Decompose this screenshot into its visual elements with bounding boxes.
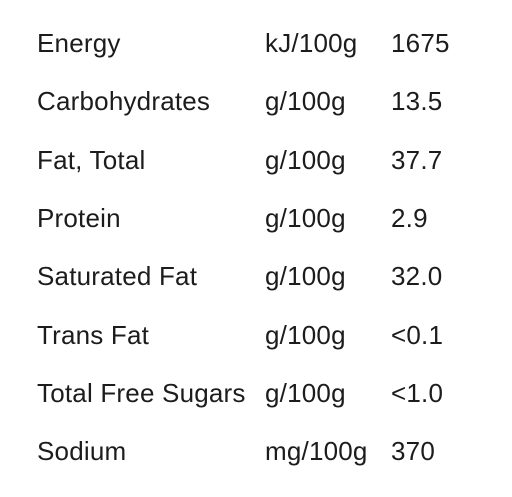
nutrient-name: Sodium: [37, 436, 127, 467]
nutrient-name: Energy: [37, 28, 121, 58]
unit: g/100g: [265, 86, 346, 117]
nutrient-name: Saturated Fat: [37, 261, 198, 292]
amount: 13.5: [391, 86, 443, 117]
unit: g/100g: [265, 377, 346, 408]
amount: 1675: [391, 28, 450, 58]
unit: g/100g: [265, 202, 346, 233]
unit: g/100g: [265, 261, 346, 292]
amount: 37.7: [391, 144, 443, 175]
nutrient-name: Protein: [37, 202, 121, 233]
amount: 2.9: [391, 202, 428, 233]
amount: 370: [391, 436, 435, 467]
nutrient-name: Total Free Sugars: [37, 377, 246, 408]
amount: <1.0: [391, 377, 444, 408]
unit: mg/100g: [265, 436, 368, 467]
amount: 32.0: [391, 261, 443, 292]
nutrient-name: Fat, Total: [37, 144, 146, 175]
nutrient-name: Trans Fat: [37, 319, 150, 350]
unit: g/100g: [265, 144, 346, 175]
unit: kJ/100g: [265, 28, 358, 58]
nutrient-name: Carbohydrates: [37, 86, 211, 117]
unit: g/100g: [265, 319, 346, 350]
amount: <0.1: [391, 319, 444, 350]
